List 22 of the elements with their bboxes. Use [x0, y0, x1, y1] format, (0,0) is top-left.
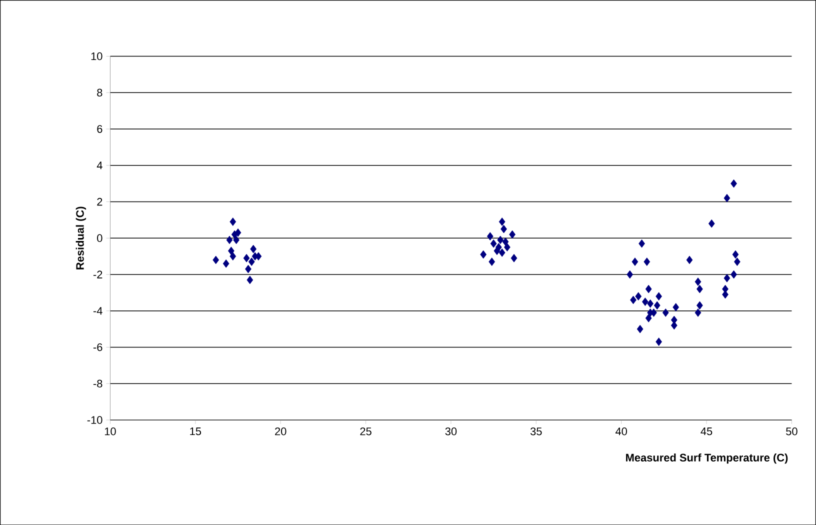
x-tick-label: 45: [700, 427, 712, 436]
x-tick-label: 10: [104, 427, 116, 436]
y-tick-label: 8: [97, 88, 102, 96]
x-tick-label: 50: [786, 427, 798, 436]
y-tick-label: 6: [97, 125, 102, 133]
y-tick-label: -4: [93, 307, 102, 315]
y-tick-label: 0: [97, 234, 102, 242]
y-tick-label: -8: [93, 380, 102, 388]
x-tick-label: 15: [190, 427, 202, 436]
x-axis-title: Measured Surf Temperature (C): [626, 453, 788, 464]
x-tick-label: 30: [445, 427, 457, 436]
x-tick-label: 40: [616, 427, 627, 436]
x-tick-label: 35: [530, 427, 542, 436]
y-tick-label: -6: [93, 343, 102, 352]
x-tick-label: 20: [275, 427, 286, 436]
y-tick-label: 2: [97, 198, 102, 206]
y-axis-title: Residual (C): [76, 206, 86, 270]
y-tick-label: -2: [93, 270, 102, 278]
y-tick-label: 4: [96, 162, 102, 170]
y-tick-label: 10: [91, 52, 102, 60]
y-tick-label: -10: [87, 416, 102, 424]
x-tick-label: 25: [360, 427, 372, 436]
